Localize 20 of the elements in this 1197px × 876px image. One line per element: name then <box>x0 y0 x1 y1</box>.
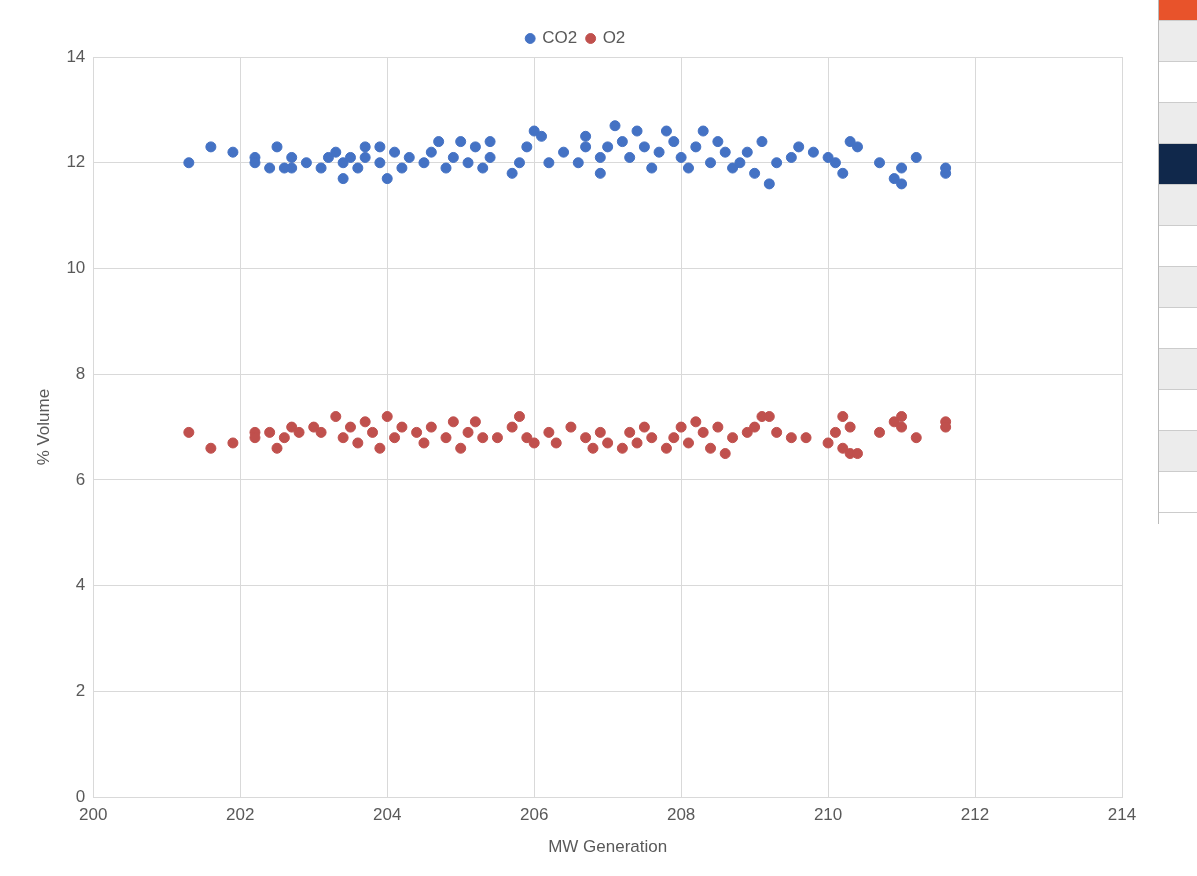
x-tick-label: 210 <box>813 805 843 825</box>
y-tick-label: 2 <box>75 681 86 701</box>
legend-label: O2 <box>602 28 626 48</box>
y-tick-label: 0 <box>75 786 86 806</box>
x-axis-title: MW Generation <box>548 837 668 857</box>
x-tick-label: 212 <box>960 805 990 825</box>
y-tick-label: 14 <box>66 46 86 66</box>
y-tick-label: 8 <box>75 363 86 383</box>
x-tick-label: 206 <box>519 805 549 825</box>
x-tick-label: 202 <box>226 805 255 825</box>
y-tick-label: 4 <box>75 575 86 595</box>
y-tick-label: 6 <box>75 469 86 489</box>
x-tick-label: 200 <box>79 805 108 825</box>
y-tick-label: 12 <box>66 152 86 172</box>
x-tick-label: 208 <box>666 805 696 825</box>
y-axis-title: % Volume <box>33 388 53 466</box>
legend-label: CO2 <box>542 28 578 48</box>
x-tick-label: 214 <box>1107 805 1137 825</box>
x-tick-label: 204 <box>373 805 402 825</box>
y-tick-label: 10 <box>66 258 86 278</box>
